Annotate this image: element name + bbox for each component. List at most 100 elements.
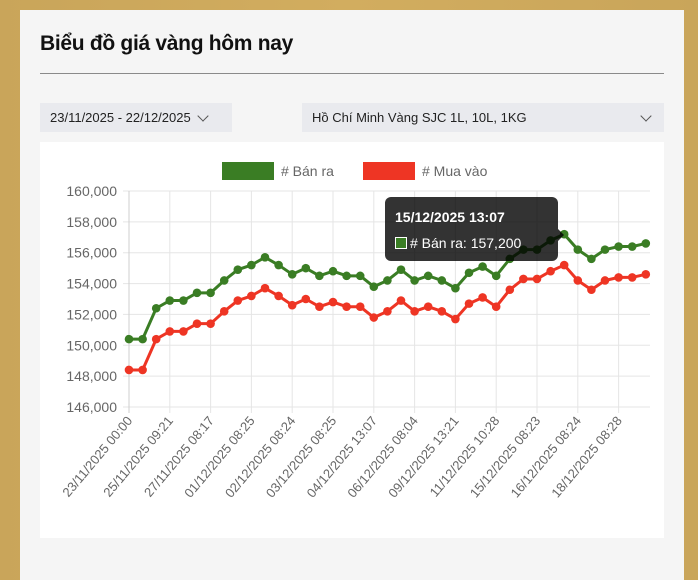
data-point[interactable] — [396, 296, 406, 305]
date-range-select[interactable]: 23/11/2025 - 22/12/2025 — [40, 103, 232, 132]
data-point[interactable] — [600, 245, 610, 254]
data-point[interactable] — [627, 273, 637, 282]
data-point[interactable] — [423, 271, 433, 281]
data-point[interactable] — [614, 242, 623, 251]
data-point[interactable] — [355, 271, 365, 281]
y-tick-label: 146,000 — [66, 399, 117, 415]
data-point[interactable] — [383, 307, 392, 316]
data-point[interactable] — [233, 265, 243, 274]
data-point[interactable] — [559, 260, 569, 270]
data-point[interactable] — [233, 296, 243, 305]
data-point[interactable] — [369, 313, 379, 322]
data-point[interactable] — [573, 245, 583, 254]
tooltip-value: # Bán ra: 157,200 — [410, 235, 522, 251]
data-point[interactable] — [274, 260, 283, 270]
data-point[interactable] — [491, 302, 501, 312]
legend-item[interactable]: # Bán ra — [222, 162, 334, 180]
data-point[interactable] — [315, 302, 324, 312]
data-point[interactable] — [192, 319, 202, 328]
y-tick-label: 156,000 — [66, 245, 117, 261]
data-point[interactable] — [451, 314, 460, 324]
data-point[interactable] — [464, 268, 474, 278]
tooltip-title: 15/12/2025 13:07 — [395, 209, 505, 225]
x-tick-label: 09/12/2025 13:21 — [385, 413, 462, 500]
data-point[interactable] — [138, 334, 147, 344]
data-point[interactable] — [342, 302, 351, 312]
data-point[interactable] — [287, 270, 297, 279]
date-range-value: 23/11/2025 - 22/12/2025 — [50, 110, 191, 125]
data-point[interactable] — [260, 253, 270, 262]
x-tick-label: 25/11/2025 09:21 — [100, 413, 176, 499]
data-point[interactable] — [124, 334, 134, 344]
data-point[interactable] — [464, 299, 474, 308]
x-tick-label: 23/11/2025 00:00 — [59, 413, 135, 499]
data-point[interactable] — [437, 276, 447, 285]
data-point[interactable] — [437, 307, 447, 316]
data-point[interactable] — [532, 274, 542, 284]
data-point[interactable] — [396, 265, 406, 274]
data-point[interactable] — [587, 285, 596, 295]
x-tick-label: 04/12/2025 13:07 — [304, 413, 381, 500]
data-point[interactable] — [219, 307, 229, 316]
y-tick-label: 154,000 — [66, 276, 117, 292]
data-point[interactable] — [206, 288, 215, 298]
data-point[interactable] — [179, 296, 188, 305]
data-point[interactable] — [600, 276, 610, 285]
data-point[interactable] — [179, 327, 188, 336]
data-point[interactable] — [478, 262, 487, 271]
data-point[interactable] — [546, 266, 555, 276]
data-point[interactable] — [627, 242, 637, 251]
data-point[interactable] — [355, 302, 365, 312]
data-point[interactable] — [206, 319, 215, 328]
y-tick-label: 158,000 — [66, 214, 117, 230]
y-tick-label: 160,000 — [66, 183, 117, 199]
data-point[interactable] — [247, 291, 256, 301]
data-point[interactable] — [247, 260, 256, 270]
data-point[interactable] — [410, 307, 419, 316]
data-point[interactable] — [614, 273, 623, 282]
data-point[interactable] — [328, 297, 338, 307]
page-title: Biểu đồ giá vàng hôm nay — [40, 32, 294, 55]
data-point[interactable] — [219, 276, 229, 285]
data-point[interactable] — [165, 327, 175, 336]
legend-item[interactable]: # Mua vào — [363, 162, 488, 180]
data-point[interactable] — [519, 274, 528, 284]
x-tick-label: 02/12/2025 08:24 — [222, 413, 299, 500]
data-point[interactable] — [165, 296, 175, 305]
data-point[interactable] — [641, 270, 651, 279]
y-tick-label: 148,000 — [66, 368, 117, 384]
product-value: Hồ Chí Minh Vàng SJC 1L, 10L, 1KG — [312, 110, 527, 125]
data-point[interactable] — [287, 300, 297, 310]
x-tick-label: 15/12/2025 08:23 — [467, 413, 544, 500]
data-point[interactable] — [383, 276, 392, 285]
x-tick-label: 11/12/2025 10:28 — [427, 413, 503, 499]
data-point[interactable] — [641, 239, 651, 248]
data-point[interactable] — [151, 334, 161, 344]
data-point[interactable] — [151, 303, 161, 313]
data-point[interactable] — [505, 285, 515, 295]
data-point[interactable] — [328, 266, 338, 276]
data-point[interactable] — [410, 276, 419, 285]
x-tick-label: 01/12/2025 08:25 — [181, 413, 258, 500]
data-point[interactable] — [573, 276, 583, 285]
data-point[interactable] — [274, 291, 283, 301]
tooltip-caret — [558, 229, 564, 241]
data-point[interactable] — [138, 365, 147, 375]
title-divider — [40, 73, 664, 74]
line-chart[interactable]: # Bán ra # Mua vào 160,000 158,000 156,000 15… — [40, 142, 664, 538]
data-point[interactable] — [260, 283, 270, 293]
data-point[interactable] — [124, 365, 134, 375]
data-point[interactable] — [423, 302, 433, 312]
product-select[interactable]: Hồ Chí Minh Vàng SJC 1L, 10L, 1KG — [302, 103, 664, 132]
data-point[interactable] — [369, 282, 379, 291]
data-point[interactable] — [491, 271, 501, 281]
data-point[interactable] — [342, 271, 351, 281]
data-point[interactable] — [301, 294, 311, 304]
data-point[interactable] — [301, 263, 311, 273]
data-point[interactable] — [587, 254, 596, 264]
data-point[interactable] — [451, 283, 460, 293]
data-point[interactable] — [478, 293, 487, 302]
tooltip-row: # Bán ra: 157,200 — [395, 235, 521, 251]
data-point[interactable] — [315, 271, 324, 281]
data-point[interactable] — [192, 288, 202, 298]
